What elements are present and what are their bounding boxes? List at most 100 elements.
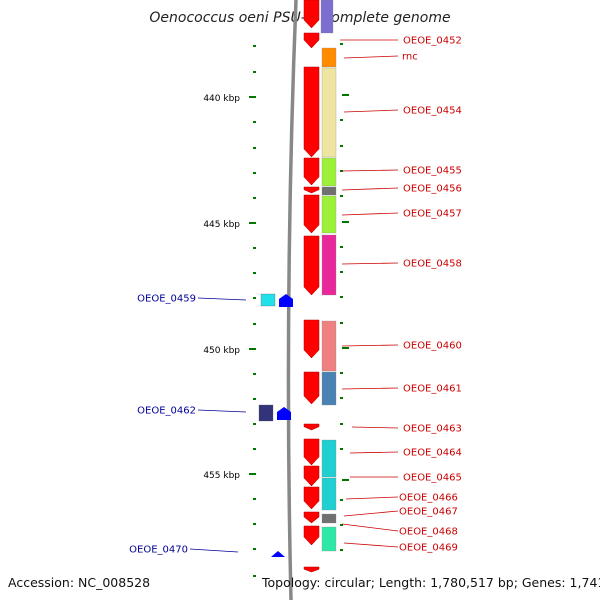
scale-tick xyxy=(253,448,256,450)
gene-bar xyxy=(320,0,334,34)
gene-bar xyxy=(321,439,337,478)
gene-label: rnc xyxy=(402,52,418,63)
scale-tick xyxy=(253,272,256,274)
gene-label: OEOE_0455 xyxy=(403,166,462,177)
scale-tick xyxy=(253,548,256,550)
scale-tick xyxy=(340,119,343,121)
gene-connector xyxy=(341,387,399,390)
scale-tick xyxy=(340,549,343,551)
scale-tick xyxy=(340,524,343,526)
gene-bar xyxy=(321,234,337,296)
topology-summary-text: Topology: circular; Length: 1,780,517 bp… xyxy=(262,575,600,590)
scale-tick xyxy=(253,71,256,73)
gene-connector xyxy=(341,262,399,265)
scale-tick xyxy=(340,296,343,298)
gene-label: OEOE_0456 xyxy=(403,184,462,195)
scale-tick xyxy=(342,94,349,96)
gene-label: OEOE_0464 xyxy=(403,448,462,459)
scale-tick xyxy=(253,575,256,577)
scale-tick xyxy=(340,499,343,501)
gene-label: OEOE_0466 xyxy=(399,493,458,504)
scale-tick xyxy=(340,448,343,450)
gene-label: OEOE_0457 xyxy=(403,209,462,220)
reverse-cds-arrow xyxy=(271,551,285,557)
scale-tick xyxy=(340,322,343,324)
scale-tick xyxy=(249,96,256,98)
scale-label: 440 kbp xyxy=(203,94,240,104)
gene-connector xyxy=(343,510,399,517)
gene-label: OEOE_0459 xyxy=(137,294,196,305)
scale-tick xyxy=(249,222,256,224)
reverse-gene-bar xyxy=(258,404,274,422)
gene-label: OEOE_0465 xyxy=(403,473,462,484)
scale-tick xyxy=(253,45,256,47)
scale-tick xyxy=(253,373,256,375)
gene-connector xyxy=(197,297,247,301)
cds-arrow xyxy=(303,438,320,466)
cds-arrow xyxy=(303,423,320,431)
cds-arrow xyxy=(303,32,320,49)
scale-tick xyxy=(253,197,256,199)
cds-arrow xyxy=(303,319,320,359)
cds-arrow xyxy=(303,465,320,487)
scale-tick xyxy=(249,348,256,350)
gene-connector xyxy=(341,523,399,532)
gene-label: OEOE_0458 xyxy=(403,259,462,270)
gene-label: OEOE_0470 xyxy=(129,545,188,556)
gene-connector xyxy=(351,426,399,429)
scale-tick xyxy=(340,195,343,197)
scale-tick xyxy=(342,479,349,481)
gene-bar xyxy=(321,195,337,234)
scale-tick xyxy=(340,372,343,374)
scale-label: 455 kbp xyxy=(203,471,240,481)
map-title: Oenococcus oeni PSU-1, complete genome xyxy=(149,10,451,26)
gene-label: OEOE_0454 xyxy=(403,106,462,117)
gene-connector xyxy=(343,542,399,548)
gene-label: OEOE_0460 xyxy=(403,341,462,352)
cds-arrow xyxy=(303,371,320,405)
gene-connector xyxy=(345,496,399,500)
gene-connector xyxy=(349,451,399,454)
scale-tick xyxy=(253,121,256,123)
reverse-gene-bar xyxy=(260,293,276,307)
cds-arrow xyxy=(303,566,320,573)
gene-label: OEOE_0452 xyxy=(403,36,462,47)
scale-tick xyxy=(253,498,256,500)
scale-tick xyxy=(253,323,256,325)
scale-tick xyxy=(253,523,256,525)
scale-tick xyxy=(342,221,349,223)
gene-connector xyxy=(189,548,239,553)
cds-arrow xyxy=(303,486,320,510)
reverse-cds-arrow xyxy=(277,407,291,420)
gene-bar xyxy=(321,157,337,187)
gene-connector xyxy=(341,187,399,191)
scale-tick xyxy=(340,43,343,45)
gene-bar xyxy=(321,67,337,158)
scale-tick xyxy=(340,271,343,273)
scale-label: 445 kbp xyxy=(203,220,240,230)
scale-tick xyxy=(342,347,349,349)
gene-connector xyxy=(341,169,399,172)
scale-label: 450 kbp xyxy=(203,346,240,356)
cds-arrow xyxy=(303,194,320,234)
scale-tick xyxy=(253,247,256,249)
scale-tick xyxy=(253,423,256,425)
gene-bar xyxy=(321,320,337,372)
gene-connector xyxy=(343,109,399,113)
scale-tick xyxy=(340,246,343,248)
gene-connector xyxy=(343,55,399,59)
gene-label: OEOE_0462 xyxy=(137,406,196,417)
cds-arrow xyxy=(303,235,320,296)
scale-tick xyxy=(253,172,256,174)
gene-connector xyxy=(197,409,247,413)
scale-tick xyxy=(340,423,343,425)
gene-bar xyxy=(321,513,337,524)
gene-label: OEOE_0463 xyxy=(403,424,462,435)
gene-label: OEOE_0467 xyxy=(399,507,458,518)
cds-arrow xyxy=(303,186,320,194)
scale-tick xyxy=(253,297,256,299)
reverse-cds-arrow xyxy=(279,294,293,307)
gene-label: OEOE_0461 xyxy=(403,384,462,395)
